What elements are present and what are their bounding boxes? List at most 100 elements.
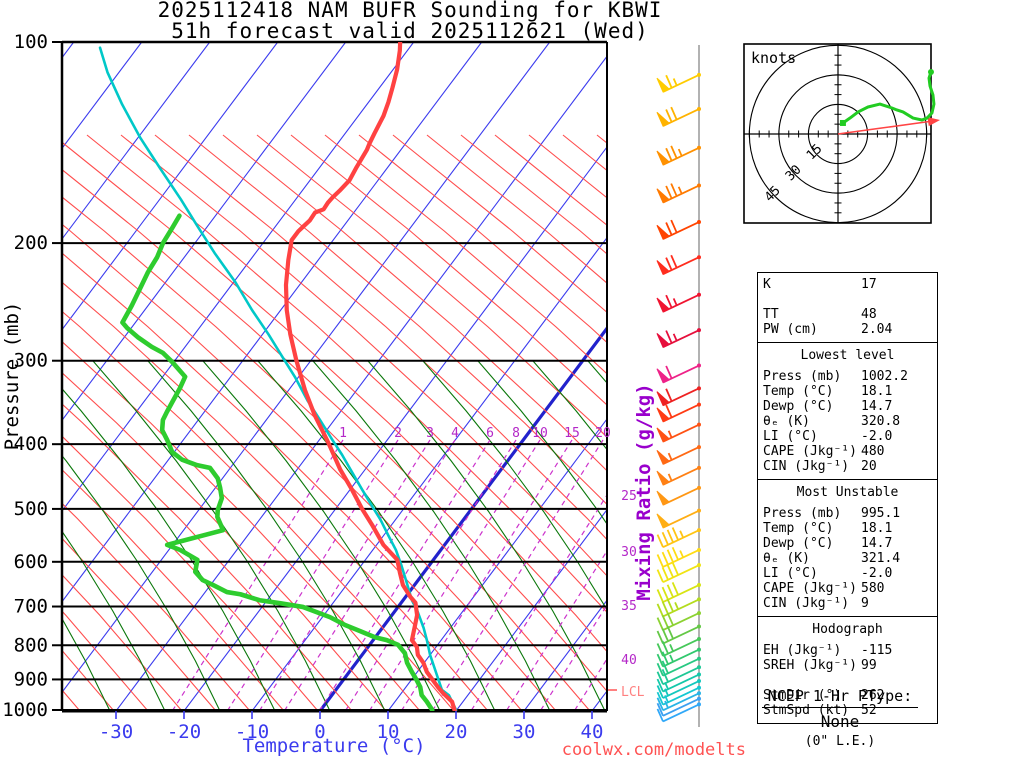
- mixing-ratio-value-label: 20: [595, 426, 611, 441]
- stats-section: K 17 TT 48 PW (cm) 2.04: [758, 273, 937, 342]
- wind-barb: [656, 465, 701, 486]
- pressure-tick-label: 500: [14, 498, 48, 520]
- watermark-link[interactable]: coolwx.com/modelts: [561, 740, 746, 760]
- moist-adiabat-line: [532, 360, 607, 451]
- mixing-ratio-line: [368, 439, 541, 711]
- stats-row: Dewp (°C) 14.7: [758, 536, 937, 551]
- stats-label: CAPE (Jkg⁻¹): [763, 444, 857, 459]
- dry-adiabat-line: [62, 372, 387, 711]
- mixing-ratio-value-label: 6: [486, 426, 494, 441]
- stats-label: Temp (°C): [763, 384, 834, 399]
- temperature-trace: [283, 42, 457, 711]
- stats-row: CIN (Jkg⁻¹) 9: [758, 596, 937, 611]
- stats-row: StmDir (°) 262: [758, 688, 937, 703]
- stats-label: EH (Jkg⁻¹): [763, 643, 842, 658]
- stats-row: K 17: [758, 277, 937, 292]
- stats-value: 17: [861, 277, 877, 292]
- temp-tick-label: -30: [99, 721, 133, 743]
- dry-adiabat-line: [222, 134, 607, 472]
- stats-label: Press (mb): [763, 369, 842, 384]
- moist-adiabat-line: [62, 617, 111, 711]
- mixing-ratio-value-label: 8: [512, 426, 520, 441]
- dry-adiabat-line: [62, 435, 319, 711]
- isotherm-line: [115, 55, 607, 711]
- plot-frame: [60, 40, 608, 713]
- moist-adiabat-line: [62, 387, 276, 711]
- title-line-2: 51h forecast valid 2025112621 (Wed): [171, 19, 649, 43]
- hodograph-ring-label: 15: [804, 142, 826, 164]
- isotherm-line: [62, 42, 347, 422]
- stats-label: CIN (Jkg⁻¹): [763, 596, 850, 611]
- wind-barb: [656, 508, 701, 529]
- dry-adiabat-line: [188, 134, 607, 506]
- dry-adiabat-line: [62, 281, 489, 711]
- temp-tick-label: 20: [445, 721, 468, 743]
- stats-row: LI (°C) -2.0: [758, 429, 937, 444]
- isotherm-line: [62, 42, 483, 603]
- stats-row: StmSpd (kt) 52: [758, 703, 937, 718]
- storm-motion-vector: [837, 120, 932, 135]
- dry-adiabat-line: [62, 252, 523, 711]
- mixing-ratio-value-label: 10: [532, 426, 548, 441]
- dry-adiabat-line: [62, 610, 149, 711]
- wind-barb: [656, 685, 701, 706]
- pressure-tick-label: 700: [14, 596, 48, 618]
- mixing-ratio-line: [226, 439, 399, 711]
- skewt-background-grid: [62, 42, 607, 711]
- pressure-tick-label: 200: [14, 232, 48, 254]
- dry-adiabat-line: [324, 134, 607, 375]
- stats-row: Press (mb) 1002.2: [758, 369, 937, 384]
- hodograph-ring: [807, 103, 869, 165]
- wind-barb: [656, 402, 701, 423]
- wind-barb: [656, 527, 701, 548]
- stats-label: StmDir (°): [763, 688, 842, 703]
- hodograph-ring: [748, 44, 928, 224]
- pressure-tick-label: 300: [14, 350, 48, 372]
- pressure-tick-label: 800: [14, 634, 48, 656]
- isotherm-line: [62, 42, 279, 331]
- stats-label: Temp (°C): [763, 521, 834, 536]
- stats-section-header: Hodograph: [812, 622, 883, 637]
- mixing-ratio-line: [539, 603, 607, 711]
- moist-adiabat-line: [477, 360, 607, 525]
- moist-adiabat-line: [367, 360, 606, 711]
- stats-value: 480: [861, 444, 885, 459]
- stats-value: -115: [861, 643, 893, 658]
- temp-tick-label: -10: [235, 721, 269, 743]
- dry-adiabat-line: [62, 469, 285, 711]
- dry-adiabat-line: [120, 134, 607, 577]
- dry-adiabat-line: [62, 403, 353, 711]
- pressure-tick-label: 100: [14, 31, 48, 53]
- mixing-ratio-value-label: 2: [394, 426, 402, 441]
- wind-barb: [656, 445, 701, 465]
- wind-barb: [656, 485, 701, 506]
- isotherm-line: [62, 42, 211, 240]
- moist-adiabat-line: [62, 530, 166, 711]
- temp-tick-label: 0: [314, 721, 325, 743]
- stats-row: EH (Jkg⁻¹) -115: [758, 643, 937, 658]
- wind-barb: [656, 611, 701, 631]
- parcel-trace: [98, 46, 458, 711]
- temp-tick-label: -20: [167, 721, 201, 743]
- isotherm-line: [455, 508, 607, 711]
- wind-barb: [656, 582, 701, 603]
- wind-barb: [656, 106, 701, 127]
- mixing-ratio-value-label: 40: [621, 653, 637, 668]
- stats-label: K: [763, 277, 771, 292]
- stats-value: 20: [861, 459, 877, 474]
- stats-row: LI (°C) -2.0: [758, 566, 937, 581]
- wind-barb: [656, 679, 701, 699]
- dry-adiabat-line: [86, 134, 607, 614]
- mixing-ratio-line: [344, 439, 517, 711]
- stats-value: 18.1: [861, 384, 893, 399]
- stats-section: Most Unstable Press (mb) 995.1 Temp (°C) 18.…: [758, 479, 937, 616]
- temp-tick-label: 30: [513, 721, 536, 743]
- stats-row: Press (mb) 995.1: [758, 506, 937, 521]
- stats-label: Press (mb): [763, 506, 842, 521]
- stats-label: CIN (Jkg⁻¹): [763, 459, 850, 474]
- temp-tick-label: 40: [581, 721, 604, 743]
- hodograph-units-label: knots: [751, 49, 796, 67]
- stats-label: θₑ (K): [763, 551, 810, 566]
- sounding-profiles: [98, 42, 458, 711]
